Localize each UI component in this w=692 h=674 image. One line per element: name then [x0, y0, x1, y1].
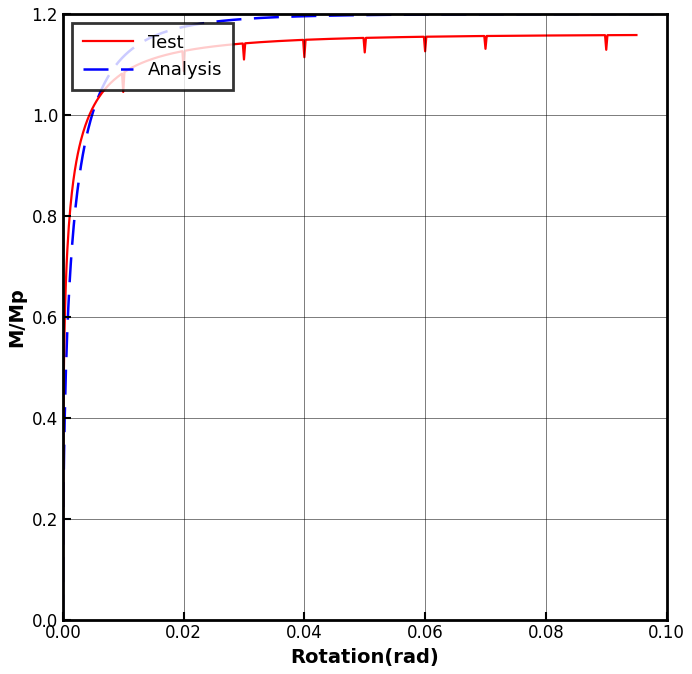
Y-axis label: M/Mp: M/Mp [7, 287, 26, 346]
Test [486, 32, 494, 40]
Test [632, 31, 641, 39]
Test [350, 34, 358, 42]
Analysis [303, 12, 311, 20]
Line: Analysis: Analysis [63, 14, 666, 619]
Test [287, 36, 295, 44]
Legend: Test, Analysis: Test, Analysis [72, 23, 233, 90]
Analysis [59, 615, 67, 623]
Analysis [120, 51, 129, 59]
Analysis [325, 11, 333, 20]
Analysis [540, 10, 549, 18]
Analysis [473, 10, 482, 18]
Test [230, 40, 239, 49]
X-axis label: Rotation(rad): Rotation(rad) [291, 648, 439, 667]
Test [59, 615, 67, 623]
Line: Test: Test [63, 35, 637, 619]
Analysis [529, 10, 538, 18]
Test [500, 32, 509, 40]
Test [64, 233, 72, 241]
Analysis [662, 10, 671, 18]
